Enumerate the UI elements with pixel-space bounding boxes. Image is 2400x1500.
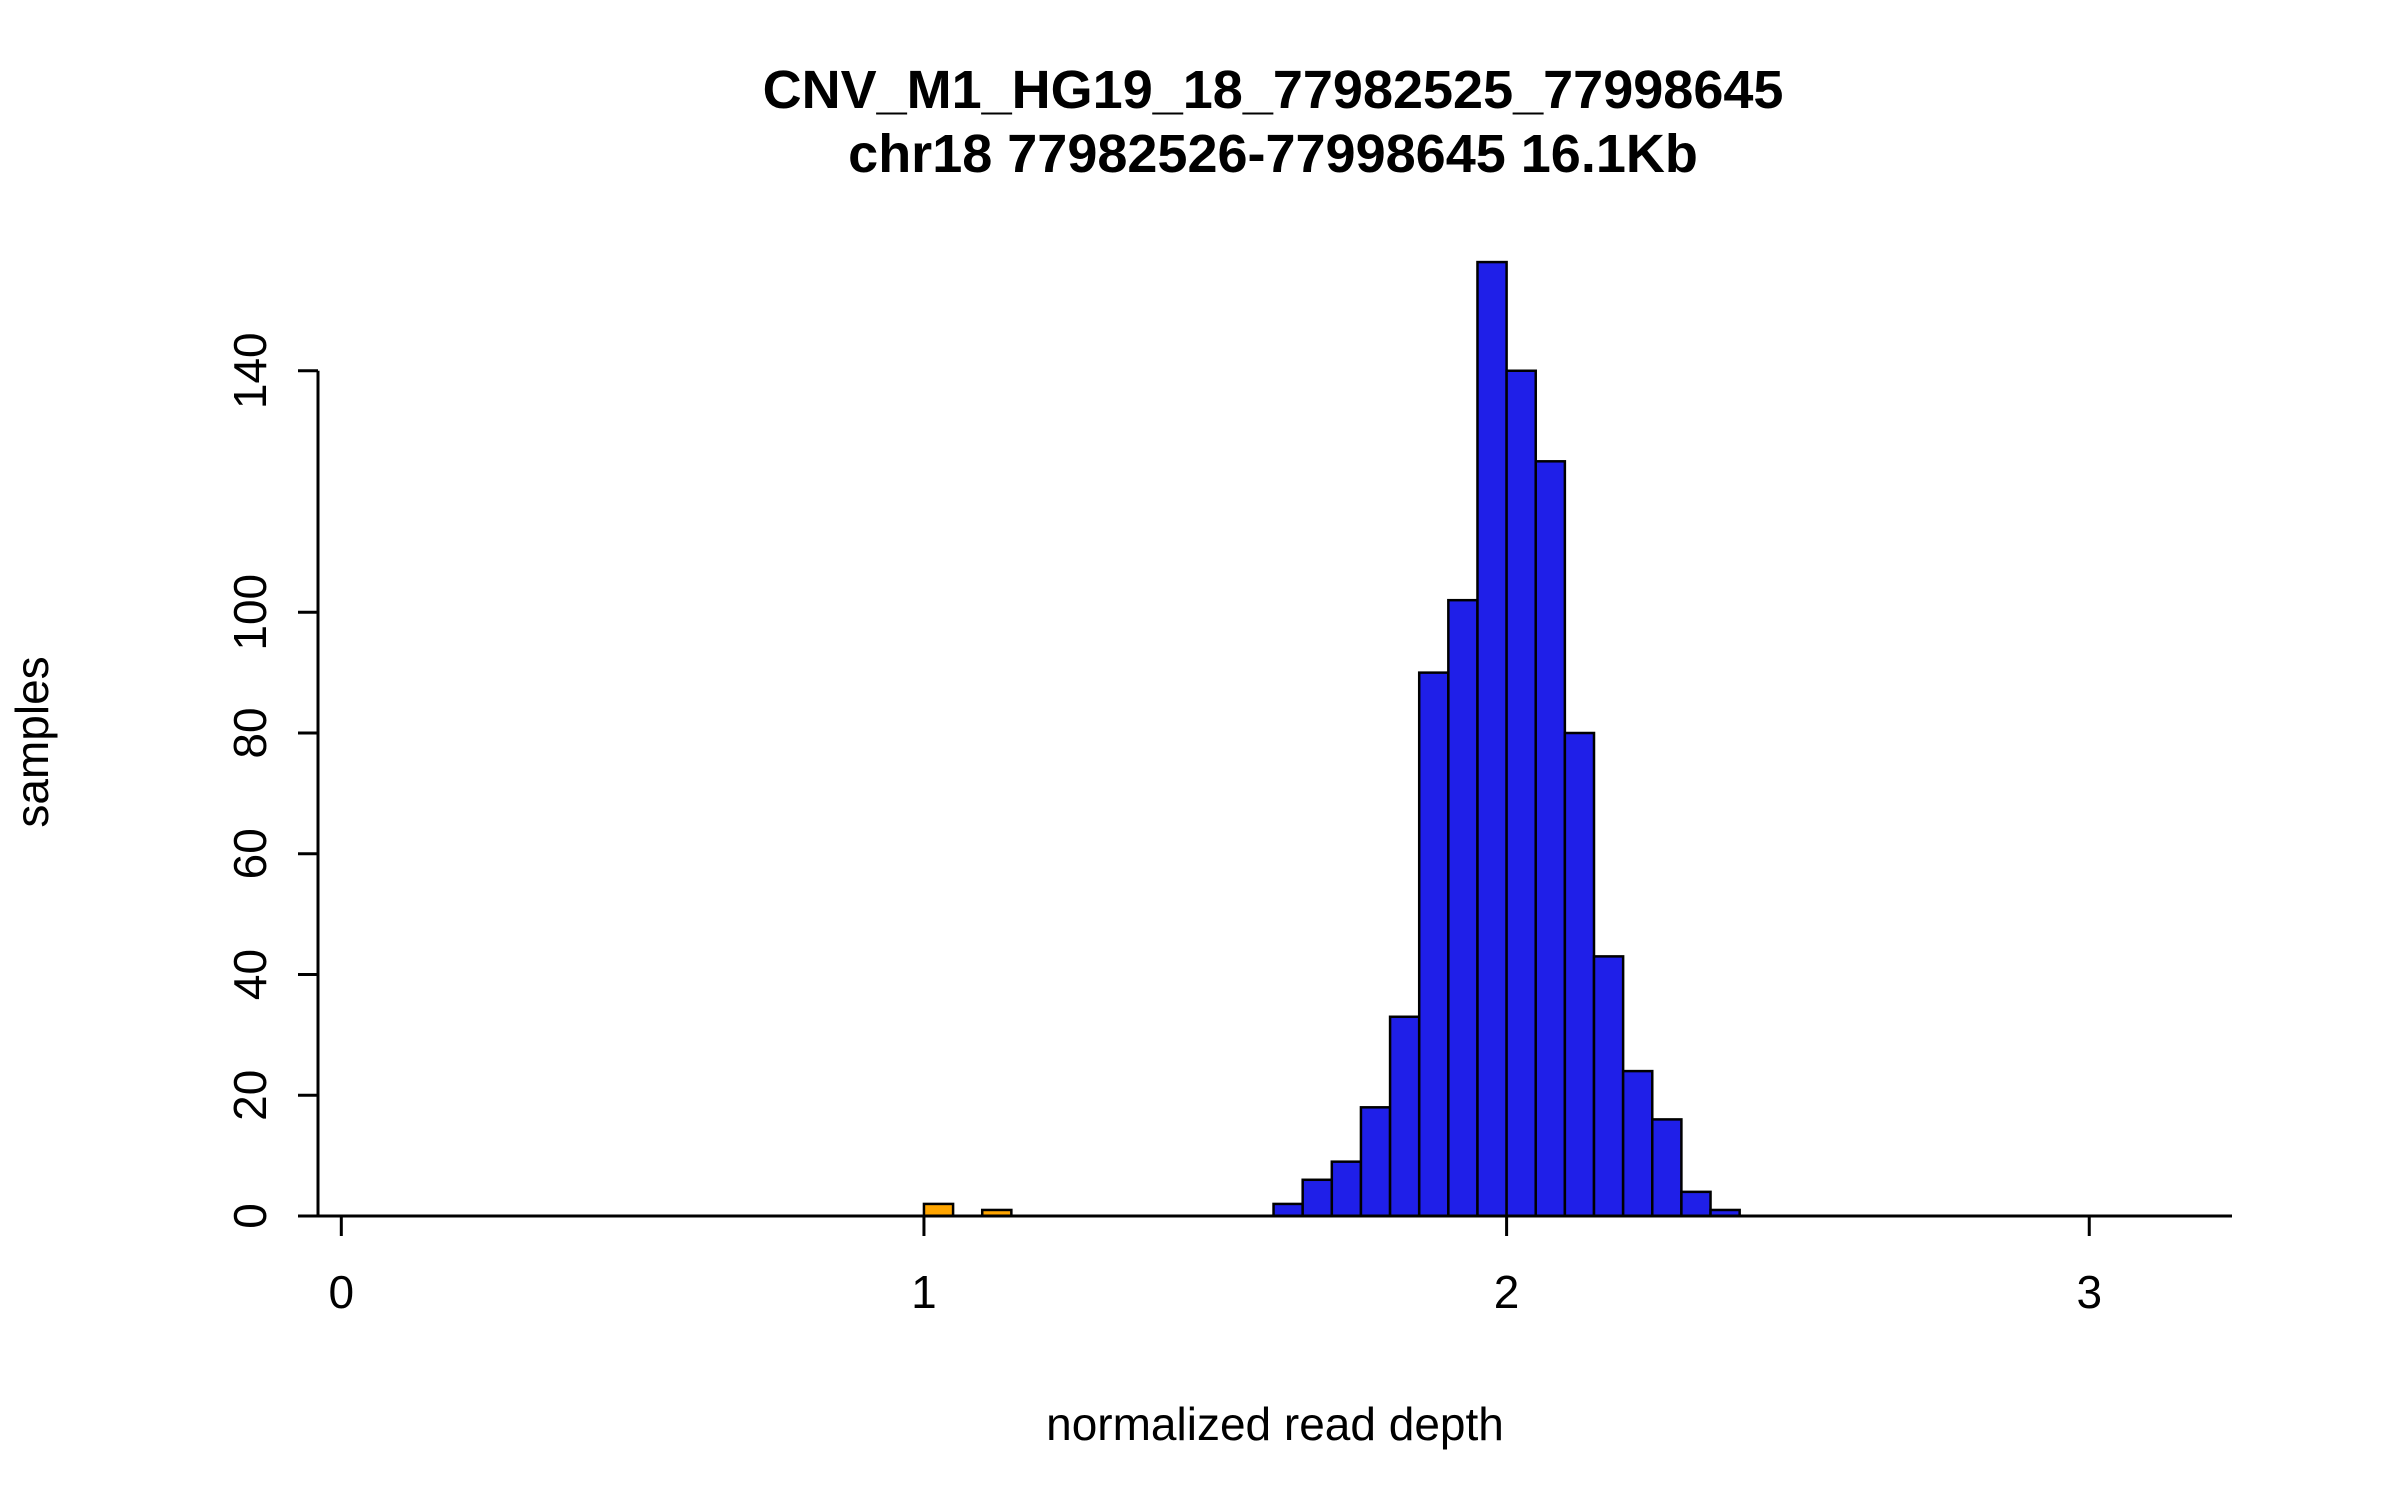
histogram-bar	[1651, 1118, 1683, 1218]
histogram-bar	[1330, 1160, 1363, 1218]
histogram-bar	[1592, 955, 1625, 1218]
y-axis-title: samples	[6, 656, 58, 827]
histogram-bar	[1505, 369, 1537, 1218]
histogram-bar	[1476, 260, 1508, 1218]
x-tick-label: 1	[911, 1266, 937, 1318]
y-tick-label: 80	[224, 707, 276, 758]
x-tick-label: 3	[2076, 1266, 2102, 1318]
histogram-bar	[1388, 1015, 1421, 1218]
histogram-bar	[1272, 1202, 1304, 1218]
histogram-bar	[1447, 598, 1479, 1218]
histogram-bar	[922, 1202, 955, 1218]
histogram-bars-group	[922, 260, 1741, 1218]
histogram-bar	[1534, 460, 1567, 1218]
x-tick-label: 2	[1494, 1266, 1520, 1318]
x-axis: 0 1 2 3	[318, 1214, 2232, 1318]
x-axis-title: normalized read depth	[1046, 1398, 1504, 1450]
histogram-bar	[1621, 1069, 1654, 1218]
histogram-bar	[1301, 1178, 1334, 1218]
y-tick-label: 40	[224, 949, 276, 1000]
histogram-bar	[1417, 671, 1450, 1218]
y-tick-label: 140	[224, 332, 276, 409]
histogram-bar	[1563, 731, 1596, 1218]
y-tick-label: 100	[224, 574, 276, 651]
x-tick-label: 0	[329, 1266, 355, 1318]
chart-title: CNV_M1_HG19_18_77982525_77998645	[763, 60, 1784, 120]
y-tick-label: 20	[224, 1070, 276, 1121]
y-axis: 0 20 40 60 80 100 140	[224, 332, 320, 1229]
y-tick-label: 0	[224, 1203, 276, 1229]
chart-subtitle: chr18 77982526-77998645 16.1Kb	[848, 124, 1698, 184]
histogram-bar	[1680, 1190, 1712, 1218]
histogram-bar	[1359, 1106, 1392, 1218]
y-tick-label: 60	[224, 828, 276, 879]
